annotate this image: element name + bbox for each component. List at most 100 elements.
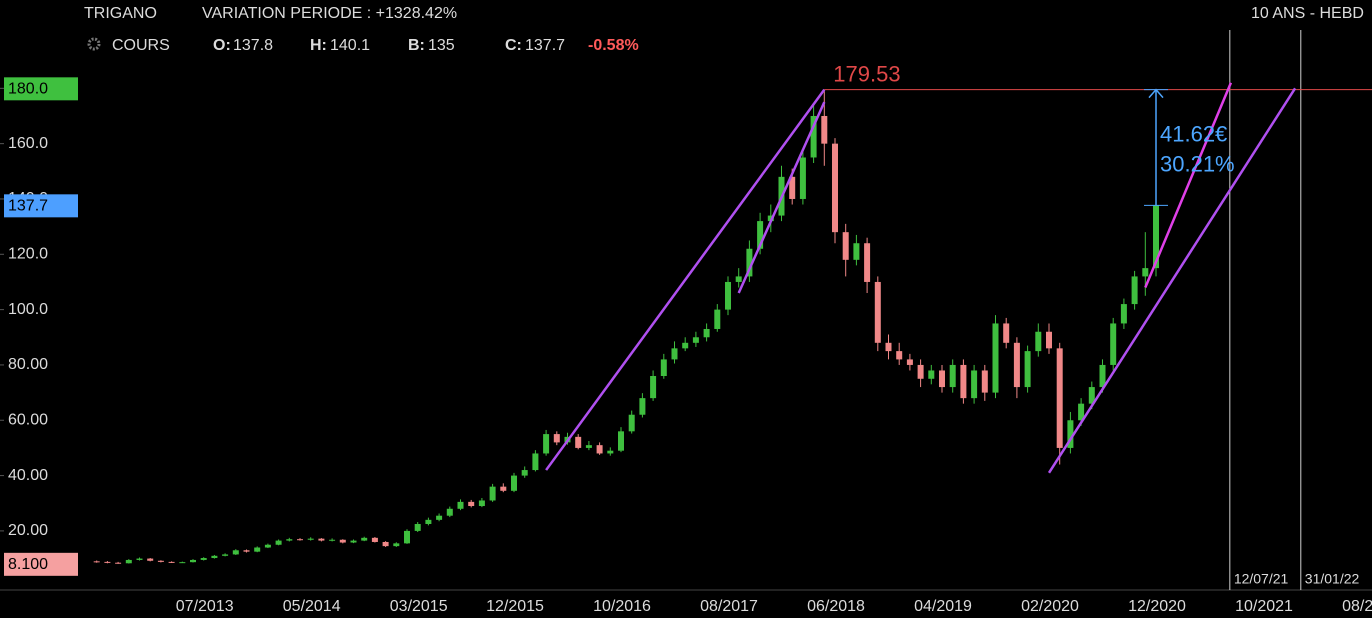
candle-body (211, 555, 218, 559)
x-tick-label: 12/2020 (1128, 598, 1186, 615)
candle-body (1120, 304, 1127, 324)
x-tick-label: 06/2018 (807, 598, 865, 615)
candle-body (799, 157, 806, 199)
trendline (737, 101, 826, 294)
candle-body (414, 523, 421, 531)
candle-body (832, 143, 838, 233)
x-tick-label: 08/2022 (1342, 598, 1372, 615)
ohlc-label: H: (310, 37, 327, 54)
candle-body (810, 115, 817, 158)
symbol: TRIGANO (84, 5, 157, 22)
candle-body (939, 370, 945, 388)
candle-body (157, 560, 164, 562)
change: -0.58% (588, 37, 639, 54)
candle-body (286, 539, 293, 541)
candle-body (1024, 351, 1031, 388)
candle-body (1013, 342, 1020, 388)
candle-body (1046, 331, 1052, 349)
candle-body (1153, 205, 1159, 269)
candle-body (553, 434, 560, 443)
candle-body (136, 558, 143, 560)
candle-body (596, 445, 603, 454)
candle-body (885, 342, 892, 352)
candle-body (960, 364, 967, 399)
x-tick-label: 08/2017 (700, 598, 758, 615)
candle-body (297, 539, 303, 541)
x-tick-label: 05/2014 (283, 598, 341, 615)
candle-body (275, 540, 282, 545)
candle-body (981, 370, 988, 393)
candle-body (1131, 276, 1138, 305)
candle-body (232, 550, 239, 555)
price-badge-label: 137.7 (8, 198, 48, 215)
candle-body (307, 538, 314, 540)
y-tick-label: 40.00 (8, 467, 48, 484)
candle-body (404, 530, 410, 544)
candle-body (339, 539, 346, 543)
y-tick-label: 20.00 (8, 522, 48, 539)
candle-body (254, 547, 261, 552)
candle-body (500, 486, 507, 491)
candle-body (1142, 268, 1149, 277)
measure-arrow (1148, 88, 1164, 99)
x-tick-label: 03/2015 (390, 598, 448, 615)
candle-body (896, 351, 903, 360)
candle-body (671, 348, 678, 360)
candle-body (853, 243, 860, 260)
candle-body (1003, 323, 1010, 343)
candle-body (874, 281, 881, 343)
candle-body (243, 550, 250, 552)
candle-body (147, 558, 154, 561)
price-badge (4, 194, 78, 218)
candle-body (682, 342, 689, 349)
x-tick-label: 04/2019 (914, 598, 972, 615)
measure-label: 30.21% (1160, 151, 1235, 176)
candle-body (350, 540, 357, 543)
candle-body (200, 558, 207, 560)
settings-icon[interactable] (87, 37, 101, 51)
candle-body (1056, 348, 1063, 448)
candle-body (457, 501, 464, 509)
candle-body (329, 539, 336, 541)
ohlc-label: C: (505, 37, 522, 54)
candle-body (692, 337, 699, 343)
ohlc-value: 135 (428, 37, 455, 54)
candle-body (650, 376, 657, 399)
candle-body (789, 176, 796, 199)
candle-body (179, 562, 186, 564)
candle-body (949, 364, 956, 388)
candle-body (1078, 403, 1085, 421)
price-badge-label: 8.100 (8, 556, 48, 573)
y-tick-label: 100.0 (8, 301, 48, 318)
trendline (545, 88, 826, 471)
candle-body (714, 309, 721, 329)
candle-body (521, 470, 528, 476)
candle-body (842, 232, 849, 260)
candle-body (222, 554, 229, 556)
y-tick-label: 120.0 (8, 246, 48, 263)
candle-body (318, 538, 325, 541)
x-tick-label: 07/2013 (176, 598, 234, 615)
candle-body (746, 248, 753, 277)
candle-body (906, 359, 913, 365)
price-badge (4, 552, 78, 576)
x-tick-label: 10/2021 (1235, 598, 1293, 615)
trendline (1144, 82, 1233, 288)
candle-body (971, 370, 978, 399)
candle-body (703, 328, 710, 338)
candle-body (543, 434, 550, 454)
candle-body (489, 486, 496, 501)
candle-body (371, 537, 378, 542)
period: 10 ANS - HEBD (1251, 5, 1364, 22)
price-badge (4, 77, 78, 101)
ohlc-value: 137.7 (525, 37, 565, 54)
price-badge-label: 180.0 (8, 81, 48, 98)
measure-label: 41.62€ (1160, 121, 1227, 146)
level-label: 179.53 (833, 61, 900, 86)
candle-body (115, 562, 122, 564)
x-tick-label: 02/2020 (1021, 598, 1079, 615)
candle-body (821, 115, 828, 144)
